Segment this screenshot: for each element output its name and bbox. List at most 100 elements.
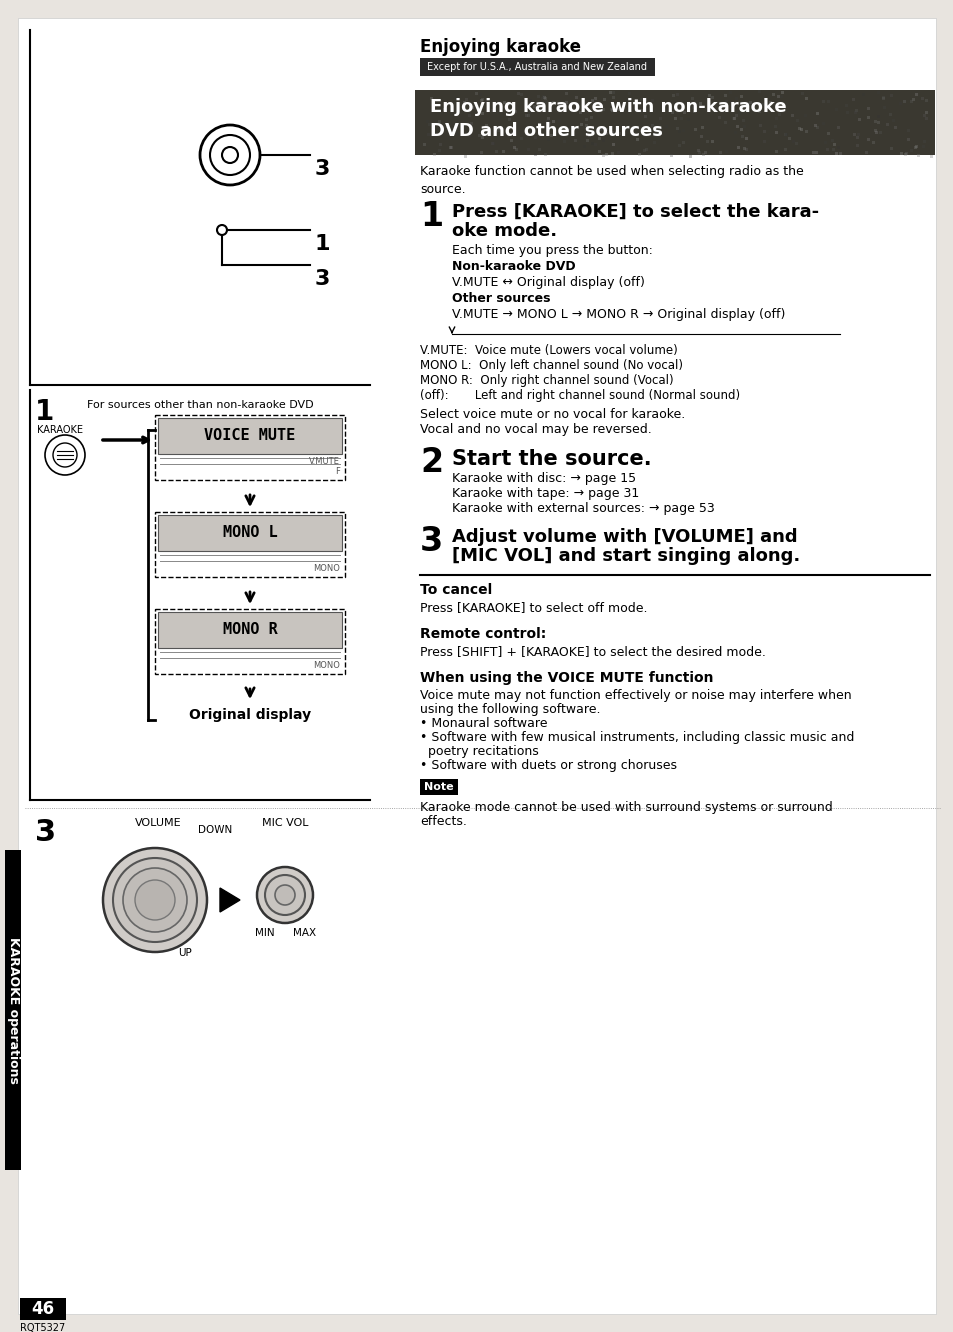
Text: 1: 1: [314, 234, 330, 254]
Text: Karaoke with external sources: → page 53: Karaoke with external sources: → page 53: [452, 502, 714, 515]
Bar: [542, 95, 545, 99]
Bar: [154, 511, 345, 577]
Bar: [470, 105, 474, 109]
Bar: [468, 135, 471, 137]
Text: Enjoying karaoke: Enjoying karaoke: [419, 39, 580, 56]
Text: 3: 3: [419, 525, 443, 558]
Bar: [433, 153, 436, 156]
Text: 3: 3: [314, 159, 330, 178]
Text: Remote control:: Remote control:: [419, 627, 546, 641]
Text: oke mode.: oke mode.: [452, 222, 557, 240]
Bar: [914, 93, 917, 96]
Circle shape: [256, 867, 313, 923]
Bar: [594, 97, 597, 100]
Bar: [736, 125, 739, 128]
Bar: [909, 100, 912, 103]
Bar: [515, 148, 517, 151]
Bar: [778, 113, 781, 116]
Bar: [610, 108, 613, 111]
Text: 46: 46: [31, 1300, 54, 1317]
Bar: [158, 515, 341, 550]
Circle shape: [274, 884, 294, 904]
Bar: [735, 97, 738, 100]
Circle shape: [103, 848, 207, 952]
Bar: [618, 132, 620, 135]
Bar: [873, 129, 876, 132]
Bar: [845, 111, 848, 113]
Bar: [575, 96, 578, 100]
Bar: [644, 148, 647, 151]
Bar: [437, 149, 440, 152]
Bar: [888, 112, 891, 116]
Text: [MIC VOL] and start singing along.: [MIC VOL] and start singing along.: [452, 547, 800, 565]
Bar: [158, 418, 341, 454]
Bar: [671, 112, 674, 115]
Bar: [602, 97, 605, 100]
Bar: [610, 152, 614, 155]
Bar: [659, 117, 661, 120]
Bar: [154, 609, 345, 674]
Bar: [590, 99, 593, 103]
Bar: [604, 128, 607, 131]
Bar: [854, 109, 857, 112]
Bar: [507, 103, 511, 105]
Bar: [618, 108, 620, 111]
Bar: [601, 155, 604, 157]
Bar: [594, 144, 597, 147]
Bar: [440, 128, 443, 132]
Bar: [877, 121, 880, 124]
Bar: [742, 147, 745, 149]
Bar: [924, 99, 927, 103]
Bar: [700, 127, 703, 129]
Bar: [676, 128, 679, 131]
Text: 2: 2: [419, 446, 442, 480]
Text: VOLUME: VOLUME: [135, 818, 181, 829]
Bar: [565, 101, 568, 104]
Bar: [701, 153, 704, 156]
Bar: [497, 129, 499, 132]
Text: UP: UP: [178, 948, 192, 958]
Bar: [677, 144, 679, 147]
Bar: [740, 136, 743, 139]
Text: MONO L:  Only left channel sound (No vocal): MONO L: Only left channel sound (No voca…: [419, 360, 682, 372]
Bar: [686, 117, 689, 121]
Text: Voice mute may not function effectively or noise may interfere when: Voice mute may not function effectively …: [419, 689, 851, 702]
Text: VOICE MUTE: VOICE MUTE: [204, 429, 295, 444]
Bar: [491, 109, 494, 112]
Bar: [664, 125, 668, 128]
Bar: [598, 137, 600, 140]
Bar: [511, 132, 514, 136]
Bar: [853, 111, 856, 113]
Bar: [530, 131, 533, 133]
Text: MONO R:  Only right channel sound (Vocal): MONO R: Only right channel sound (Vocal): [419, 374, 673, 388]
Text: MAX: MAX: [294, 928, 316, 938]
Bar: [803, 115, 806, 117]
Bar: [517, 92, 519, 96]
Bar: [923, 111, 927, 115]
Bar: [693, 111, 696, 113]
Bar: [891, 120, 894, 123]
Bar: [526, 115, 529, 117]
Bar: [697, 149, 700, 152]
Bar: [508, 119, 511, 121]
Bar: [551, 101, 554, 104]
Bar: [611, 131, 614, 133]
Bar: [485, 100, 488, 103]
Text: MONO R: MONO R: [222, 622, 277, 638]
Bar: [590, 143, 594, 145]
Bar: [723, 95, 726, 97]
Bar: [911, 99, 914, 101]
Bar: [781, 92, 783, 95]
Bar: [578, 111, 581, 115]
Bar: [585, 139, 588, 141]
Bar: [526, 148, 530, 152]
Circle shape: [265, 875, 305, 915]
Bar: [835, 108, 838, 112]
Bar: [863, 151, 867, 153]
Bar: [729, 101, 732, 104]
Bar: [579, 123, 582, 127]
Bar: [830, 139, 833, 141]
Bar: [866, 107, 869, 109]
Bar: [856, 133, 859, 136]
Bar: [826, 132, 829, 136]
